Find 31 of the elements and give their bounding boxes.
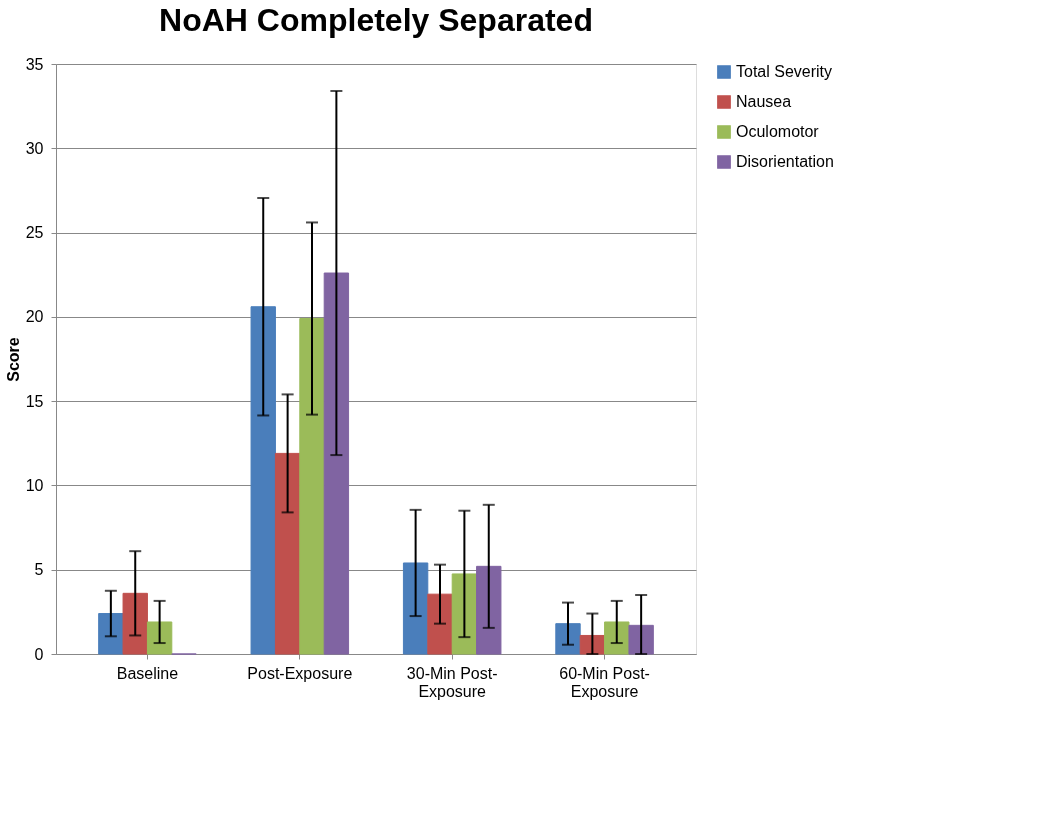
y-tick-label: 0	[34, 645, 44, 663]
bar	[628, 624, 654, 655]
chart-title: NoAH Completely Separated	[159, 2, 593, 38]
bar	[122, 592, 148, 655]
bar	[427, 593, 453, 655]
bar	[299, 318, 325, 655]
y-tick-label: 35	[25, 55, 44, 73]
bar	[274, 452, 301, 655]
x-tick-label: Post-Exposure	[247, 664, 353, 682]
legend-label: Oculomotor	[736, 123, 820, 140]
bar	[604, 621, 630, 655]
bar	[146, 621, 173, 655]
legend-label: Nausea	[736, 93, 792, 110]
y-tick-label: 25	[25, 224, 44, 242]
legend-label: Total Severity	[736, 63, 833, 80]
bar	[323, 272, 350, 655]
bar	[98, 613, 124, 655]
legend-label: Disorientation	[736, 153, 834, 170]
y-tick-label: 5	[34, 561, 44, 579]
bar	[451, 573, 478, 655]
y-tick-label: 20	[25, 308, 44, 326]
y-tick-label: 15	[25, 392, 44, 410]
bar	[250, 306, 276, 655]
bar	[476, 565, 502, 655]
y-tick-label: 30	[25, 139, 44, 157]
y-axis-title: Score	[4, 337, 22, 382]
y-tick-label: 10	[25, 476, 44, 494]
x-tick-label: 30-Min Post-Exposure	[406, 664, 498, 700]
x-tick-label: 60-Min Post-Exposure	[559, 664, 650, 700]
bar	[402, 562, 429, 655]
x-tick-label: Baseline	[116, 664, 179, 682]
